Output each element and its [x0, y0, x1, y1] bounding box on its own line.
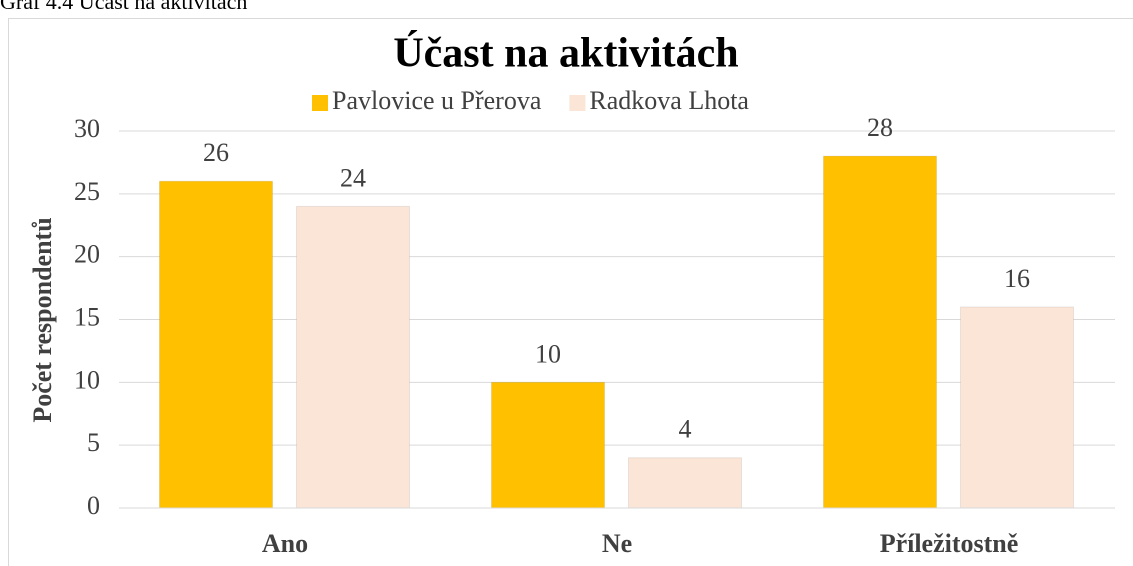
data-label: 10 — [535, 339, 561, 368]
y-tick-label: 0 — [87, 491, 100, 520]
legend-swatch — [312, 95, 328, 111]
y-tick-label: 10 — [74, 365, 100, 394]
chart-title: Účast na aktivitách — [393, 30, 738, 77]
chart-border — [8, 18, 1133, 566]
bar — [628, 457, 742, 509]
data-label: 24 — [340, 163, 366, 192]
legend-swatch — [569, 95, 586, 111]
data-label: 26 — [203, 138, 229, 167]
legend-label: Pavlovice u Přerova — [332, 86, 542, 115]
bar — [296, 205, 410, 509]
bar — [159, 180, 273, 509]
y-tick-label: 15 — [74, 302, 100, 331]
x-tick-label: Příležitostně — [880, 529, 1019, 558]
y-tick-label: 30 — [74, 114, 100, 143]
bar — [823, 155, 937, 509]
data-label: 16 — [1004, 264, 1030, 293]
y-tick-label: 25 — [74, 177, 100, 206]
x-tick-label: Ne — [602, 529, 632, 558]
data-label: 4 — [679, 415, 692, 444]
y-tick-label: 20 — [74, 240, 100, 269]
y-axis-label: Počet respondentů — [28, 217, 57, 422]
bar — [960, 306, 1074, 509]
data-label: 28 — [867, 113, 893, 142]
caption: Graf 4.4 Účast na aktivitách — [0, 0, 247, 14]
legend-label: Radkova Lhota — [589, 86, 749, 115]
y-tick-label: 5 — [87, 428, 100, 457]
x-tick-label: Ano — [262, 529, 308, 558]
bar — [491, 381, 605, 509]
